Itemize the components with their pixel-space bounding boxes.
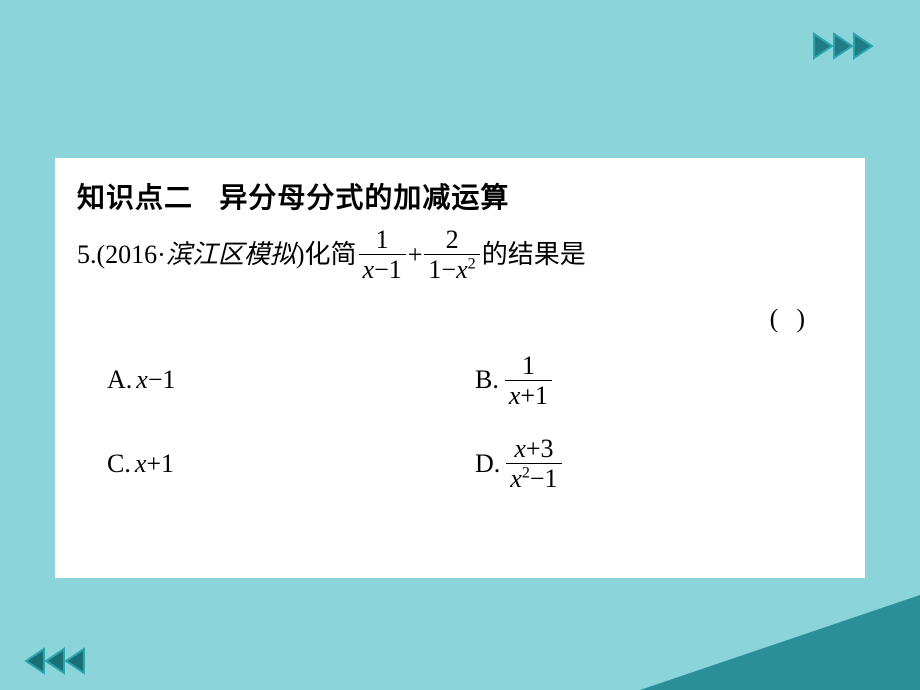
fraction-2: 2 1−x2 xyxy=(424,226,479,284)
option-a: A. x−1 xyxy=(107,352,475,410)
question-source-name: 滨江区模拟 xyxy=(166,234,296,276)
option-c-value: x+1 xyxy=(135,449,174,479)
corner-triangle xyxy=(640,595,920,690)
fraction-1: 1 x−1 xyxy=(359,226,406,284)
option-b-label: B. xyxy=(475,365,499,395)
options-grid: A. x−1 B. 1 x+1 C. x+1 D. x+3 x2−1 xyxy=(77,352,843,493)
question-source-close: ) xyxy=(296,234,305,276)
option-b: B. 1 x+1 xyxy=(475,352,843,410)
option-b-fraction: 1 x+1 xyxy=(505,352,552,410)
option-d-label: D. xyxy=(475,449,500,479)
frac2-denominator: 1−x2 xyxy=(424,254,479,283)
frac1-numerator: 1 xyxy=(372,226,393,254)
content-card: 知识点二 异分母分式的加减运算 5. (2016·滨江区模拟) 化简 1 x−1… xyxy=(55,158,865,578)
paren-open: ( xyxy=(770,304,797,333)
section-heading: 知识点二 异分母分式的加减运算 xyxy=(77,176,843,216)
option-d-fraction: x+3 x2−1 xyxy=(506,435,561,493)
plus-sign: + xyxy=(408,234,423,276)
nav-arrow-right[interactable] xyxy=(812,30,890,67)
answer-parentheses: () xyxy=(77,304,843,334)
heading-title: 异分母分式的加减运算 xyxy=(219,182,509,213)
heading-number: 知识点二 xyxy=(77,182,193,213)
option-c-label: C. xyxy=(107,449,131,479)
option-c: C. x+1 xyxy=(107,435,475,493)
question-before: 化简 xyxy=(305,234,357,276)
question-after: 的结果是 xyxy=(482,234,586,276)
frac2-numerator: 2 xyxy=(442,226,463,254)
paren-close: ) xyxy=(796,304,823,333)
option-a-label: A. xyxy=(107,365,132,395)
nav-arrow-left[interactable] xyxy=(8,645,86,682)
question-source-open: (2016· xyxy=(97,234,166,276)
question-text: 5. (2016·滨江区模拟) 化简 1 x−1 + 2 1−x2 的结果是 xyxy=(77,226,843,284)
frac1-denominator: x−1 xyxy=(359,254,406,283)
option-a-value: x−1 xyxy=(136,365,175,395)
option-d: D. x+3 x2−1 xyxy=(475,435,843,493)
question-number: 5. xyxy=(77,234,97,276)
